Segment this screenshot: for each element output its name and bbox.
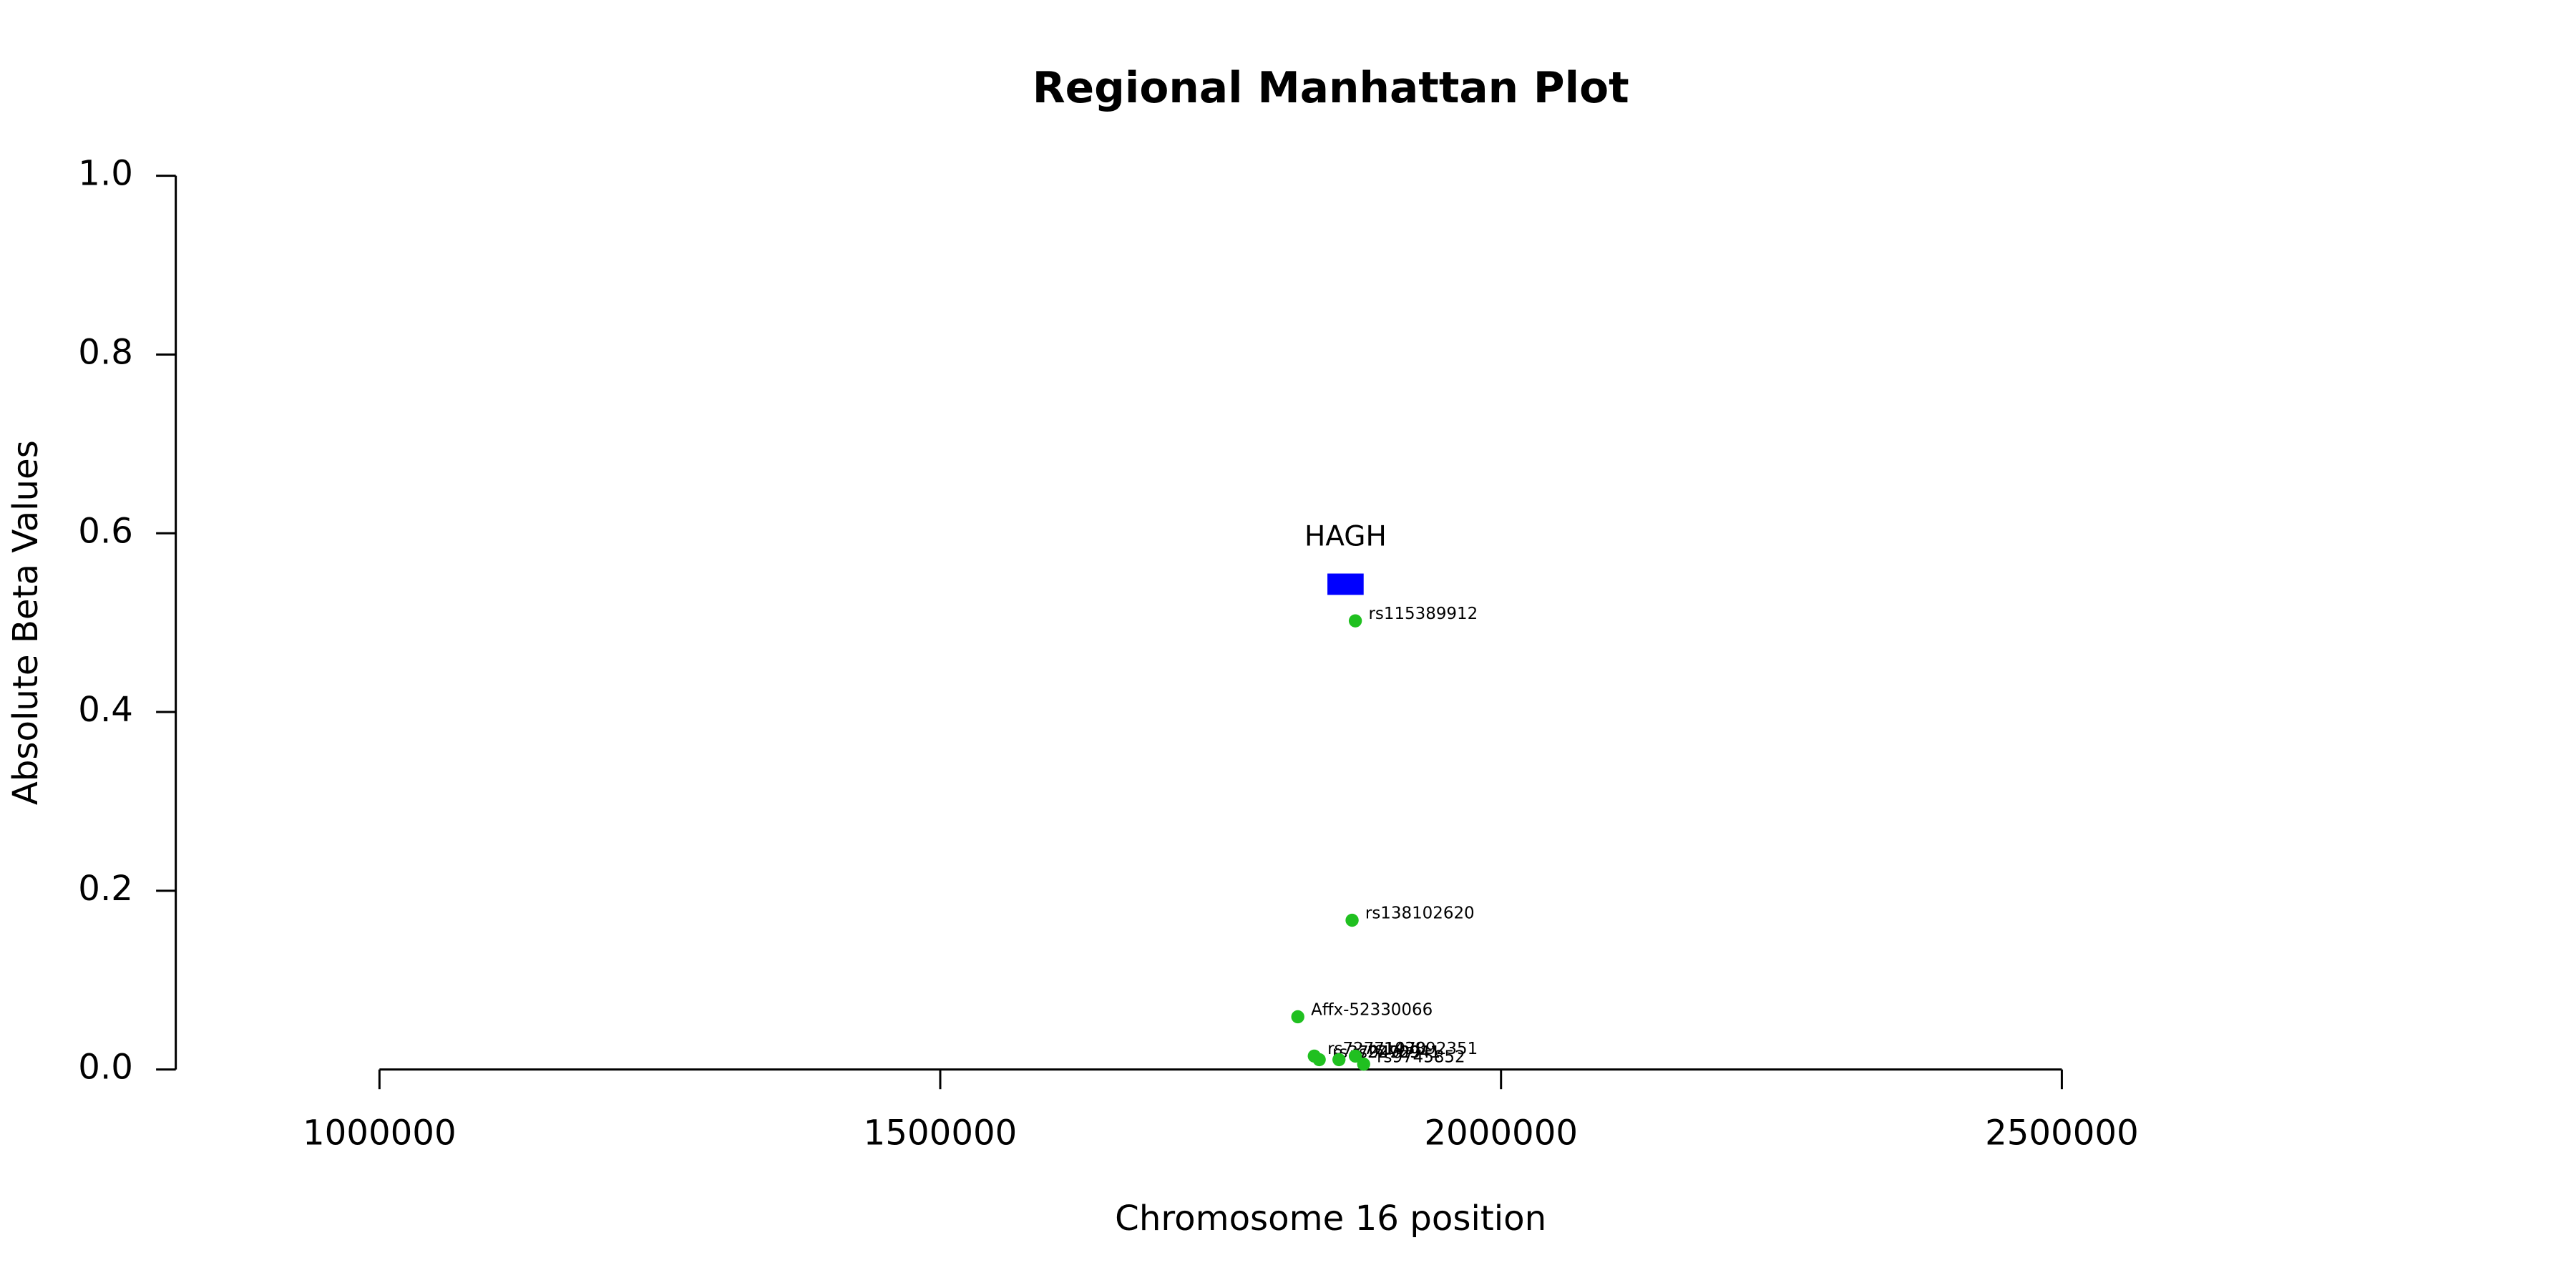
chart-title: Regional Manhattan Plot (1033, 64, 1629, 113)
x-axis-label: Chromosome 16 position (1115, 1199, 1546, 1239)
point-label: rs3794929 (1332, 1043, 1421, 1062)
gene-label: HAGH (1304, 521, 1387, 553)
y-tick-label: 0.8 (78, 332, 133, 372)
point (1357, 1057, 1370, 1071)
point-label: rs115389912 (1368, 605, 1478, 623)
x-tick-label: 1500000 (864, 1113, 1018, 1153)
point-label: Affx-52330066 (1311, 1000, 1433, 1019)
y-tick-label: 0.6 (78, 511, 133, 551)
point (1291, 1010, 1304, 1024)
point-label: rs9745852 (1377, 1048, 1465, 1066)
point (1345, 913, 1359, 927)
y-tick-label: 0.0 (78, 1048, 133, 1088)
point-label: rs138102620 (1365, 904, 1475, 922)
point (1348, 614, 1362, 628)
y-tick-label: 1.0 (78, 154, 133, 194)
x-tick-label: 2000000 (1424, 1113, 1578, 1153)
y-tick-label: 0.2 (78, 869, 133, 909)
point-label: rs143892351 (1368, 1040, 1478, 1058)
point (1332, 1053, 1346, 1067)
point (1312, 1053, 1326, 1067)
point (1348, 1049, 1362, 1063)
gene-box (1327, 573, 1364, 595)
x-tick-label: 2500000 (1985, 1113, 2139, 1153)
y-tick-label: 0.4 (78, 690, 133, 730)
y-axis-label: Absolute Beta Values (6, 440, 46, 805)
x-tick-label: 1000000 (303, 1113, 457, 1153)
